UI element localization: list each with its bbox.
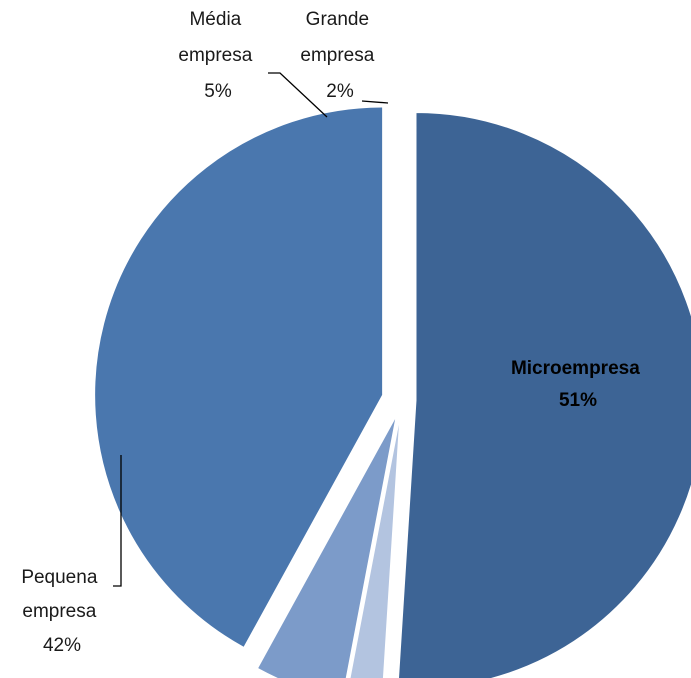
label-name-media-empresa-2: empresa	[178, 45, 252, 66]
leader-line-pequena-empresa	[113, 455, 122, 587]
slice-label-grande-empresa: Grande empresa 2%	[300, 9, 379, 102]
pie-slice-pequena-empresa	[94, 106, 384, 649]
label-name-pequena-empresa-2: empresa	[22, 601, 96, 622]
pie-slice-grande-empresa	[349, 416, 401, 678]
label-name-pequena-empresa-1: Pequena	[21, 567, 98, 588]
label-percent-pequena-empresa: 42%	[43, 635, 81, 656]
label-percent-media-empresa: 5%	[204, 81, 232, 102]
slice-label-pequena-empresa: Pequena empresa 42%	[21, 567, 102, 656]
label-name-media-empresa-1: Média	[189, 9, 241, 30]
label-name-grande-empresa-2: empresa	[300, 45, 374, 66]
leader-line-grande-empresa	[361, 100, 389, 104]
pie-slice-media-empresa	[256, 415, 397, 678]
slice-label-microempresa: Microempresa 51%	[511, 358, 645, 411]
label-percent-microempresa: 51%	[559, 390, 597, 411]
pie-slice-microempresa	[398, 111, 691, 678]
label-name-grande-empresa-1: Grande	[306, 9, 369, 30]
leader-line-media-empresa	[268, 72, 328, 118]
label-percent-grande-empresa: 2%	[326, 81, 354, 102]
label-name-microempresa: Microempresa	[511, 358, 640, 379]
slice-label-media-empresa: Média empresa 5%	[178, 9, 257, 102]
